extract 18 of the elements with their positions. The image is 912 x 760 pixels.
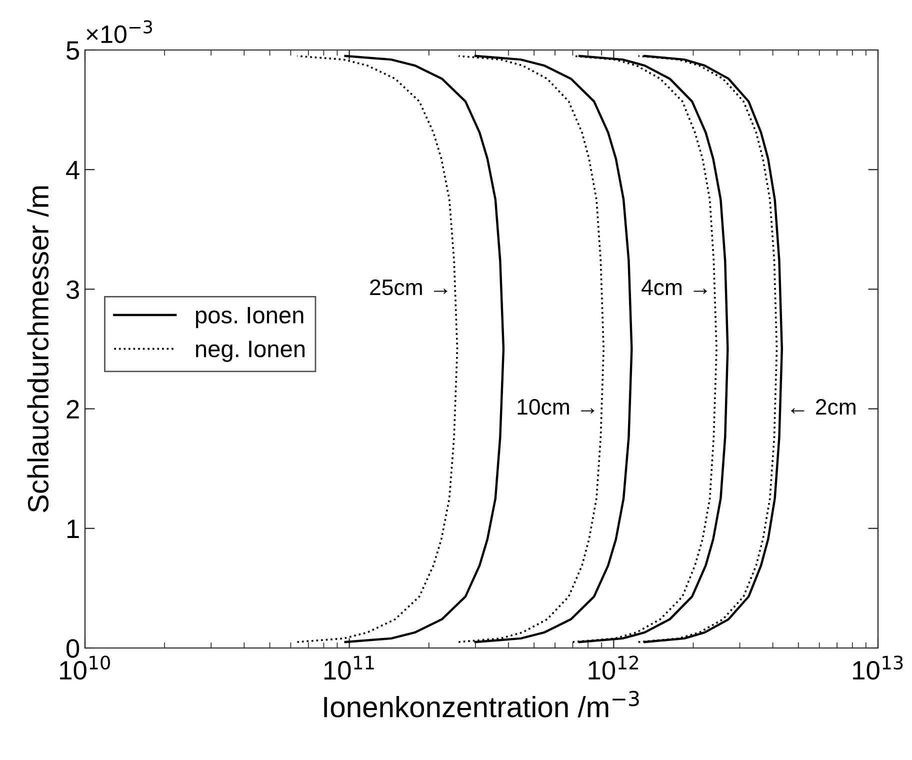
y-axis-title: Schlauchdurchmesser /m (27, 186, 49, 512)
legend-label: neg. Ionen (196, 340, 305, 362)
x-tick-label: 10$^{12}$ (588, 656, 638, 680)
text: ×10$^{−3}$ (86, 20, 152, 44)
y-tick-label: 2 (66, 400, 79, 418)
annotation: 4cm → (642, 280, 707, 296)
x-axis-title: Ionenkonzentration /m$^{−3}$ (324, 690, 639, 718)
y-tick-label: 4 (66, 161, 80, 180)
y-tick-label: 3 (66, 280, 79, 300)
annotation: 25cm → (370, 279, 448, 296)
annotation: ← 2cm (791, 399, 856, 415)
y-tick-label: 1 (67, 520, 79, 538)
annotation: 10cm → (518, 399, 594, 415)
legend-label: pos. Ionen (196, 307, 304, 328)
x-tick-label: 10$^{11}$ (324, 656, 374, 680)
y-tick-label: 0 (66, 639, 80, 658)
y-tick-label: 5 (66, 41, 80, 60)
x-tick-label: 10$^{13}$ (853, 656, 903, 680)
